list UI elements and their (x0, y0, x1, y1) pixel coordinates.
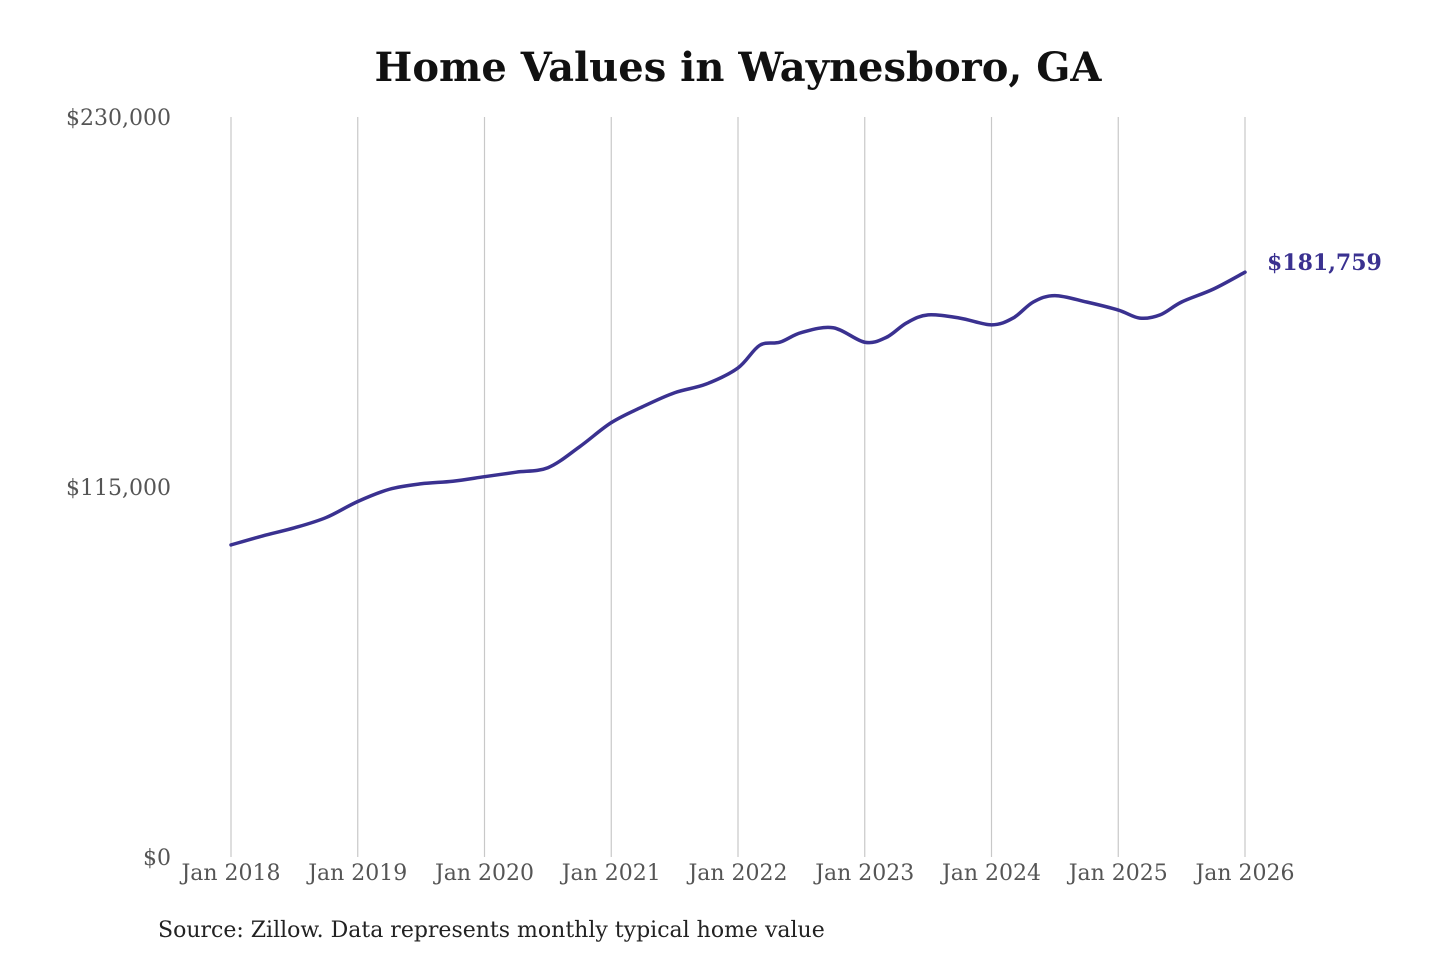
series-line-0 (229, 270, 1247, 547)
x-tick-label: Jan 2019 (306, 861, 407, 886)
y-tick-label: $230,000 (66, 106, 171, 131)
x-tick-label: Jan 2026 (1193, 861, 1294, 886)
x-tick-label: Jan 2025 (1067, 861, 1168, 886)
source-note: Source: Zillow. Data represents monthly … (158, 918, 825, 943)
x-axis-ticks: Jan 2018 Jan 2019 Jan 2020 Jan 2021 Jan 2022… (179, 861, 1294, 886)
series-layer: $181,759 (229, 250, 1382, 547)
y-axis-ticks: $0 $115,000 $230,000 (66, 106, 171, 871)
y-tick-label: $0 (143, 846, 171, 871)
x-tick-label: Jan 2018 (179, 861, 280, 886)
end-value-label: $181,759 (1267, 250, 1382, 276)
y-tick-label: $115,000 (66, 476, 171, 501)
x-tick-label: Jan 2021 (560, 861, 661, 886)
x-tick-label: Jan 2020 (433, 861, 534, 886)
x-tick-label: Jan 2024 (940, 861, 1041, 886)
x-tick-label: Jan 2022 (686, 861, 787, 886)
chart-title: Home Values in Waynesboro, GA (374, 44, 1102, 91)
x-tick-label: Jan 2023 (813, 861, 914, 886)
vertical-gridlines (230, 117, 1246, 857)
